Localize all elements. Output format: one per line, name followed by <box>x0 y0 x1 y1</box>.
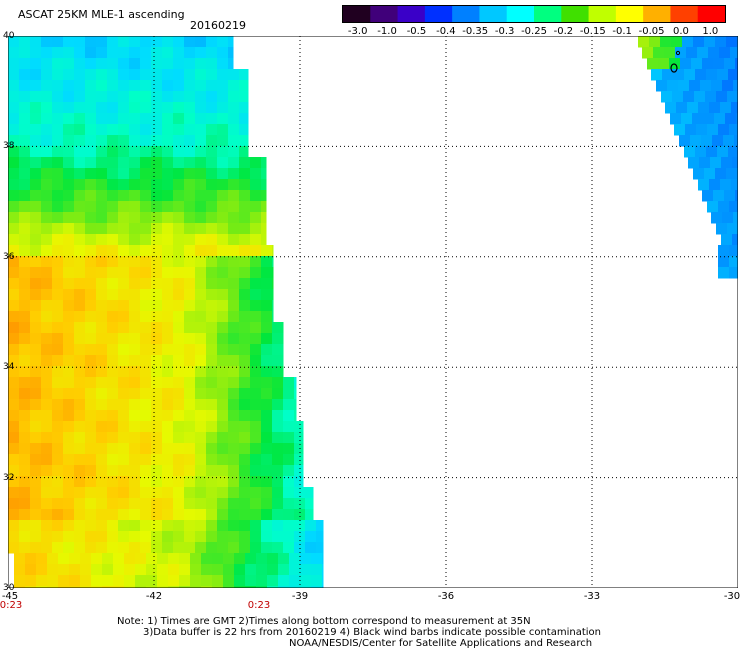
lat-label: 30 <box>3 583 15 593</box>
note-line-2: 3)Data buffer is 22 hrs from 20160219 4)… <box>143 627 601 638</box>
note-line-1: Note: 1) Times are GMT 2)Times along bot… <box>117 616 531 627</box>
time-label-right: 0:23 <box>247 600 271 611</box>
lon-label: -33 <box>583 591 601 602</box>
swath-map[interactable] <box>8 36 738 588</box>
colorbar <box>342 5 726 23</box>
colorbar-label: -0.2 <box>553 26 574 37</box>
colorbar-label: -0.05 <box>638 26 665 37</box>
colorbar-segment <box>561 6 590 22</box>
contamination-marker-small <box>675 50 681 56</box>
colorbar-segment <box>370 6 399 22</box>
lat-label: 40 <box>3 31 15 41</box>
colorbar-segment <box>643 6 672 22</box>
colorbar-segment <box>343 6 371 22</box>
colorbar-label: -0.4 <box>436 26 456 37</box>
colorbar-segment <box>424 6 453 22</box>
colorbar-segment <box>670 6 699 22</box>
grid-lines <box>8 36 738 588</box>
lat-label: 32 <box>3 472 15 483</box>
colorbar-label: -0.3 <box>494 26 515 37</box>
lat-label: 38 <box>3 141 15 152</box>
lon-label: -39 <box>291 591 309 602</box>
colorbar-label: -0.35 <box>462 26 489 37</box>
colorbar-segment <box>479 6 508 22</box>
colorbar-label: -1.0 <box>377 26 397 37</box>
colorbar-label: 1.0 <box>702 26 719 37</box>
lat-label: 36 <box>3 251 15 262</box>
lat-label: 34 <box>3 362 15 373</box>
time-label-left: 0:23 <box>0 600 23 611</box>
lon-label: -45 <box>1 591 19 602</box>
colorbar-segment <box>588 6 617 22</box>
colorbar-segment <box>615 6 644 22</box>
lon-label: -30 <box>723 591 740 602</box>
lon-label: -36 <box>437 591 455 602</box>
map-title: ASCAT 25KM MLE-1 ascending <box>18 8 185 21</box>
colorbar-label: -0.5 <box>406 26 427 37</box>
note-line-3: NOAA/NESDIS/Center for Satellite Applica… <box>289 638 593 649</box>
colorbar-segment <box>697 6 725 22</box>
colorbar-label: 0.0 <box>672 26 689 37</box>
colorbar-segment <box>506 6 535 22</box>
lon-label: -42 <box>145 591 163 602</box>
colorbar-segment <box>534 6 562 22</box>
colorbar-label: -0.1 <box>612 26 632 37</box>
colorbar-segment <box>397 6 426 22</box>
colorbar-label: -3.0 <box>347 26 368 37</box>
colorbar-label: -0.25 <box>521 26 547 37</box>
map-date: 20160219 <box>190 19 246 32</box>
swath-left <box>8 36 324 588</box>
contamination-marker <box>670 63 678 73</box>
colorbar-label: -0.15 <box>579 26 606 37</box>
colorbar-segment <box>452 6 481 22</box>
swath-right <box>638 36 738 279</box>
